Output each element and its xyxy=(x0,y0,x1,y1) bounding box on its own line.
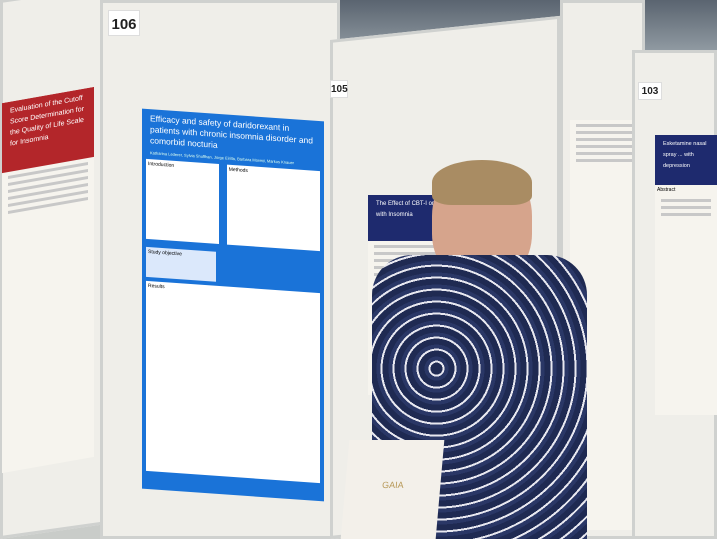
shopping-bag: GAIA xyxy=(340,440,445,539)
poster-esketamine: Esketamine nasal spray ... with depressi… xyxy=(655,135,717,415)
section-introduction: Introduction xyxy=(146,158,219,245)
board-number-106: 106 xyxy=(108,10,140,36)
poster-title: Evaluation of the Cutoff Score Determina… xyxy=(2,86,94,174)
section-results: Results xyxy=(146,280,320,484)
poster-left: Evaluation of the Cutoff Score Determina… xyxy=(2,86,94,474)
section-methods: Methods xyxy=(226,164,320,252)
poster-title: Esketamine nasal spray ... with depressi… xyxy=(655,135,717,185)
board-number-103: 103 xyxy=(638,82,662,100)
board-number-105: 105 xyxy=(330,80,348,98)
section-study-objective: Study objective xyxy=(146,246,216,282)
poster-daridorexant: Efficacy and safety of daridorexant in p… xyxy=(142,108,324,502)
person-hair xyxy=(432,160,532,205)
section-abstract: Abstract xyxy=(657,187,676,193)
bag-logo: GAIA xyxy=(381,480,405,490)
